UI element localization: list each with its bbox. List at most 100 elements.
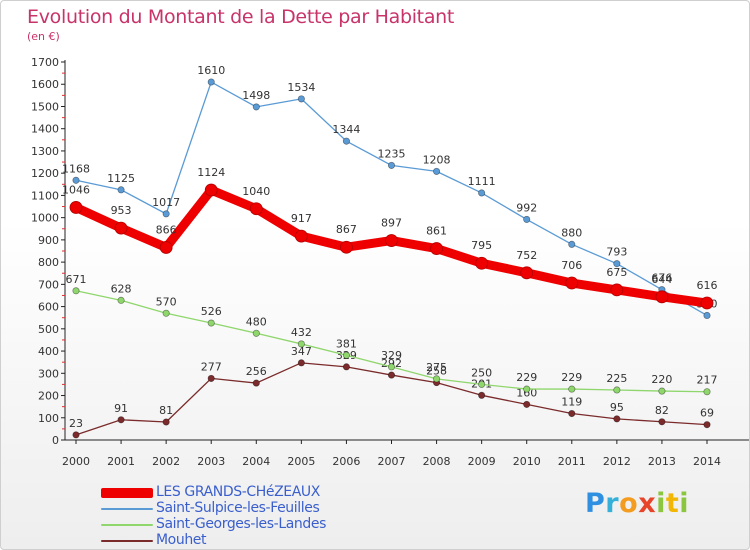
data-point xyxy=(69,201,83,214)
x-tick-label: 2005 xyxy=(287,455,315,468)
y-tick-label: 900 xyxy=(38,234,59,247)
data-point xyxy=(207,78,215,86)
y-tick-label: 500 xyxy=(38,323,59,336)
data-point xyxy=(385,234,398,247)
data-point xyxy=(162,210,170,218)
y-tick-label: 1500 xyxy=(31,100,59,113)
data-label: 1344 xyxy=(332,123,360,136)
data-point xyxy=(613,386,621,394)
x-tick-label: 2004 xyxy=(242,455,270,468)
data-point xyxy=(162,418,170,426)
data-label: 866 xyxy=(156,223,177,236)
data-point xyxy=(117,186,125,194)
data-label: 1124 xyxy=(197,166,225,179)
x-tick-label: 2003 xyxy=(197,455,225,468)
data-point xyxy=(297,359,305,367)
data-label: 432 xyxy=(291,326,312,339)
x-tick-label: 2006 xyxy=(332,455,360,468)
legend-item: Mouhet xyxy=(101,532,421,549)
data-label: 671 xyxy=(66,273,87,286)
data-label: 861 xyxy=(426,225,447,238)
series-1: 1046 953 866 1124 1040 917 867 897 861 795 752 706 6… xyxy=(62,166,718,310)
data-label: 480 xyxy=(246,315,267,328)
chart-unit: (en €) xyxy=(27,30,60,43)
y-tick-label: 300 xyxy=(38,367,59,380)
y-tick-label: 1100 xyxy=(31,189,59,202)
data-point xyxy=(297,95,305,103)
data-label: 95 xyxy=(610,401,624,414)
y-tick-label: 600 xyxy=(38,301,59,314)
data-label: 69 xyxy=(700,407,714,420)
data-point xyxy=(568,385,576,393)
data-point xyxy=(159,241,173,254)
data-point xyxy=(117,296,125,304)
data-label: 81 xyxy=(159,404,173,417)
x-tick-label: 2009 xyxy=(468,455,496,468)
x-tick-label: 2008 xyxy=(423,455,451,468)
legend-swatch xyxy=(101,540,153,542)
logo-letter: x xyxy=(638,488,657,519)
data-label: 1498 xyxy=(242,89,270,102)
legend-item: Saint-Sulpice-les-Feuilles xyxy=(101,500,421,517)
data-point xyxy=(252,329,260,337)
data-label: 752 xyxy=(516,249,537,262)
data-label: 329 xyxy=(381,349,402,362)
data-label: 917 xyxy=(291,212,312,225)
data-point xyxy=(204,183,218,197)
data-point xyxy=(478,380,486,388)
y-tick-label: 200 xyxy=(38,390,59,403)
data-label: 229 xyxy=(516,371,537,384)
data-point xyxy=(478,189,486,197)
logo-letter: r xyxy=(605,488,620,519)
legend-label: LES GRANDS-CHéZEAUX xyxy=(156,484,320,500)
data-label: 675 xyxy=(606,266,627,279)
legend-label: Saint-Sulpice-les-Feuilles xyxy=(156,500,320,516)
data-point xyxy=(700,296,714,310)
data-point xyxy=(523,400,531,408)
data-label: 277 xyxy=(201,360,222,373)
logo-letter: i xyxy=(679,488,690,519)
chart-legend: LES GRANDS-CHéZEAUX Saint-Sulpice-les-Feu… xyxy=(101,484,421,549)
data-point xyxy=(387,371,396,379)
data-label: 225 xyxy=(606,372,627,385)
data-label: 220 xyxy=(651,373,672,386)
data-point xyxy=(294,229,308,243)
data-point xyxy=(433,167,441,175)
y-tick-label: 400 xyxy=(38,345,59,358)
data-label: 1017 xyxy=(152,196,180,209)
data-point xyxy=(72,431,80,439)
data-label: 992 xyxy=(516,201,537,214)
data-label: 616 xyxy=(697,279,718,292)
data-point xyxy=(658,418,666,426)
data-label: 23 xyxy=(69,417,83,430)
data-point xyxy=(342,351,350,359)
legend-label: Saint-Georges-les-Landes xyxy=(156,516,326,532)
x-tick-label: 2013 xyxy=(648,455,676,468)
logo-letter: o xyxy=(619,488,639,519)
logo-letter: i xyxy=(656,488,666,519)
data-point xyxy=(252,379,260,387)
data-point xyxy=(207,319,215,327)
logo-letter: t xyxy=(665,488,680,519)
chart-title: Evolution du Montant de la Dette par Hab… xyxy=(27,6,455,28)
data-label: 1235 xyxy=(378,147,406,160)
data-point xyxy=(207,374,215,382)
data-point xyxy=(655,290,669,304)
data-point xyxy=(568,409,576,418)
data-label: 676 xyxy=(651,272,672,285)
legend-swatch xyxy=(101,488,153,498)
y-tick-label: 700 xyxy=(38,278,59,291)
data-point xyxy=(523,215,531,223)
data-label: 1046 xyxy=(62,183,90,196)
legend-item: LES GRANDS-CHéZEAUX xyxy=(101,484,421,501)
data-label: 628 xyxy=(111,282,132,295)
data-label: 250 xyxy=(471,366,492,379)
data-label: 897 xyxy=(381,217,402,230)
data-label: 275 xyxy=(426,361,447,374)
x-tick-label: 2011 xyxy=(558,455,586,468)
legend-item: Saint-Georges-les-Landes xyxy=(101,516,421,533)
x-tick-label: 2014 xyxy=(693,455,721,468)
data-point xyxy=(520,266,534,280)
data-point xyxy=(117,416,125,424)
